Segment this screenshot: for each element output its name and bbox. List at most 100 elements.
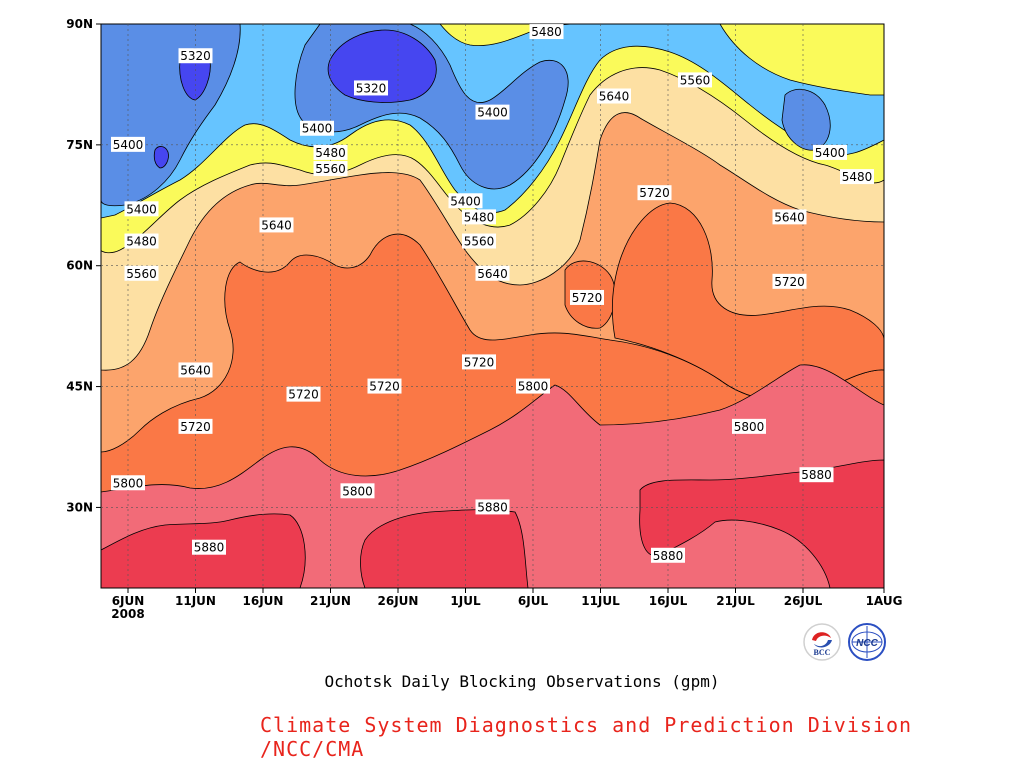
x-tick-label: 16JUL bbox=[649, 594, 688, 608]
y-tick-label: 90N bbox=[66, 17, 93, 31]
contour-label: 5480 bbox=[840, 169, 874, 185]
contour-label: 5720 bbox=[462, 354, 496, 370]
contour-label-text: 5720 bbox=[464, 355, 495, 369]
contour-label-bg bbox=[651, 547, 685, 563]
contour-label: 5400 bbox=[111, 136, 145, 152]
contour-label-bg bbox=[772, 209, 807, 225]
contour-label-bg bbox=[178, 48, 213, 64]
contour-label-bg bbox=[448, 193, 483, 209]
contour-label: 5640 bbox=[597, 88, 631, 104]
contour-label-bg bbox=[124, 201, 159, 217]
contour-label-bg bbox=[597, 88, 631, 104]
contour-label-bg bbox=[529, 24, 564, 40]
contour-label-bg bbox=[259, 217, 294, 233]
contour-label: 5720 bbox=[570, 289, 604, 305]
contour-label-text: 5800 bbox=[342, 484, 373, 498]
x-tick-label: 11JUL bbox=[581, 594, 620, 608]
contour-label-text: 5400 bbox=[450, 194, 481, 208]
contour-label-bg bbox=[462, 233, 496, 249]
contour-label: 5880 bbox=[651, 547, 685, 563]
contour-label-text: 5480 bbox=[842, 170, 873, 184]
contour-label-bg bbox=[799, 467, 834, 483]
contour-labels: 5320 5320 5400 5400 5400 5400 5400 5400 5480 5480… bbox=[111, 24, 874, 563]
y-tick-label: 45N bbox=[66, 380, 93, 394]
contour-label: 5720 bbox=[286, 386, 321, 402]
contour-label-text: 5640 bbox=[599, 90, 630, 104]
contour-label-bg bbox=[354, 80, 388, 96]
contour-label: 5640 bbox=[178, 362, 213, 378]
contour-label: 5560 bbox=[313, 161, 348, 177]
contour-label: 5640 bbox=[475, 265, 510, 281]
contour-label-text: 5480 bbox=[464, 210, 495, 224]
contour-label-text: 5720 bbox=[180, 420, 211, 434]
x-tick-label: 26JUL bbox=[784, 594, 823, 608]
contour-label-text: 5800 bbox=[518, 380, 549, 394]
contour-label-text: 5800 bbox=[734, 420, 765, 434]
contour-label-bg bbox=[772, 273, 807, 289]
x-tick-label: 1AUG bbox=[866, 594, 903, 608]
contour-label-bg bbox=[192, 539, 226, 555]
contour-label-bg bbox=[462, 209, 496, 225]
contour-label-text: 5400 bbox=[302, 122, 333, 136]
contour-label-bg bbox=[570, 289, 604, 305]
bcc-logo: BCC bbox=[803, 623, 841, 661]
contour-label-bg bbox=[111, 136, 145, 152]
ncc-logo: NCC bbox=[848, 623, 886, 661]
contour-label-bg bbox=[340, 483, 375, 499]
plot-frame bbox=[100, 23, 885, 589]
contour-label-text: 5400 bbox=[477, 106, 508, 120]
contour-label-bg bbox=[124, 233, 159, 249]
x-tick-label: 11JUN bbox=[175, 594, 216, 608]
chart-title: Ochotsk Daily Blocking Observations (gpm… bbox=[324, 672, 720, 691]
contour-label-bg bbox=[178, 362, 213, 378]
contour-label: 5560 bbox=[678, 72, 712, 88]
contour-label: 5880 bbox=[799, 467, 834, 483]
x-tick-label: 16JUN bbox=[243, 594, 284, 608]
band-5320-5400-c bbox=[781, 88, 831, 151]
x-tick-label: 6JUN bbox=[112, 594, 145, 608]
contour-label: 5800 bbox=[111, 475, 145, 491]
y-tick-label: 75N bbox=[66, 138, 93, 152]
contour-label-text: 5640 bbox=[477, 267, 508, 281]
contour-label: 5400 bbox=[300, 120, 334, 136]
y-axis-ticks: 30N 45N 60N 75N 90N bbox=[66, 17, 101, 514]
contour-label-text: 5800 bbox=[113, 476, 144, 490]
contour-label-text: 5320 bbox=[180, 49, 211, 63]
contour-label: 5720 bbox=[772, 273, 807, 289]
x-tick-label: 26JUN bbox=[378, 594, 419, 608]
band-lt5320-c bbox=[153, 146, 169, 169]
contour-label: 5640 bbox=[259, 217, 294, 233]
contour-label-text: 5640 bbox=[261, 218, 292, 232]
x-tick-label: 1JUL bbox=[450, 594, 481, 608]
contour-label: 5320 bbox=[178, 48, 213, 64]
contour-label-text: 5480 bbox=[531, 25, 562, 39]
contour-label: 5560 bbox=[462, 233, 496, 249]
credit-line: Climate System Diagnostics and Predictio… bbox=[260, 713, 913, 761]
contour-label-bg bbox=[178, 418, 213, 434]
contour-label-text: 5720 bbox=[774, 275, 805, 289]
x-tick-label: 21JUN bbox=[310, 594, 351, 608]
contour-label: 5720 bbox=[178, 418, 213, 434]
contour-label-bg bbox=[111, 475, 145, 491]
contour-label-bg bbox=[300, 120, 334, 136]
gridlines bbox=[101, 24, 884, 588]
band-gt5880-b bbox=[360, 509, 529, 588]
contour-label-text: 5480 bbox=[315, 146, 346, 160]
contour-label: 5400 bbox=[475, 104, 510, 120]
contour-label-text: 5320 bbox=[356, 81, 387, 95]
contour-label-text: 5880 bbox=[477, 500, 508, 514]
contour-label-text: 5560 bbox=[680, 73, 711, 87]
contour-label-bg bbox=[840, 169, 874, 185]
contour-label-bg bbox=[367, 378, 402, 394]
contour-label: 5400 bbox=[813, 144, 847, 160]
contour-label: 5480 bbox=[529, 24, 564, 40]
contour-label-text: 5720 bbox=[369, 380, 400, 394]
contour-label-bg bbox=[813, 144, 847, 160]
contour-label-text: 5480 bbox=[126, 235, 157, 249]
contour-label-text: 5400 bbox=[113, 138, 144, 152]
contour-label: 5880 bbox=[192, 539, 226, 555]
contour-label: 5880 bbox=[475, 499, 510, 515]
contour-label-text: 5720 bbox=[572, 291, 603, 305]
contour-label-bg bbox=[462, 354, 496, 370]
